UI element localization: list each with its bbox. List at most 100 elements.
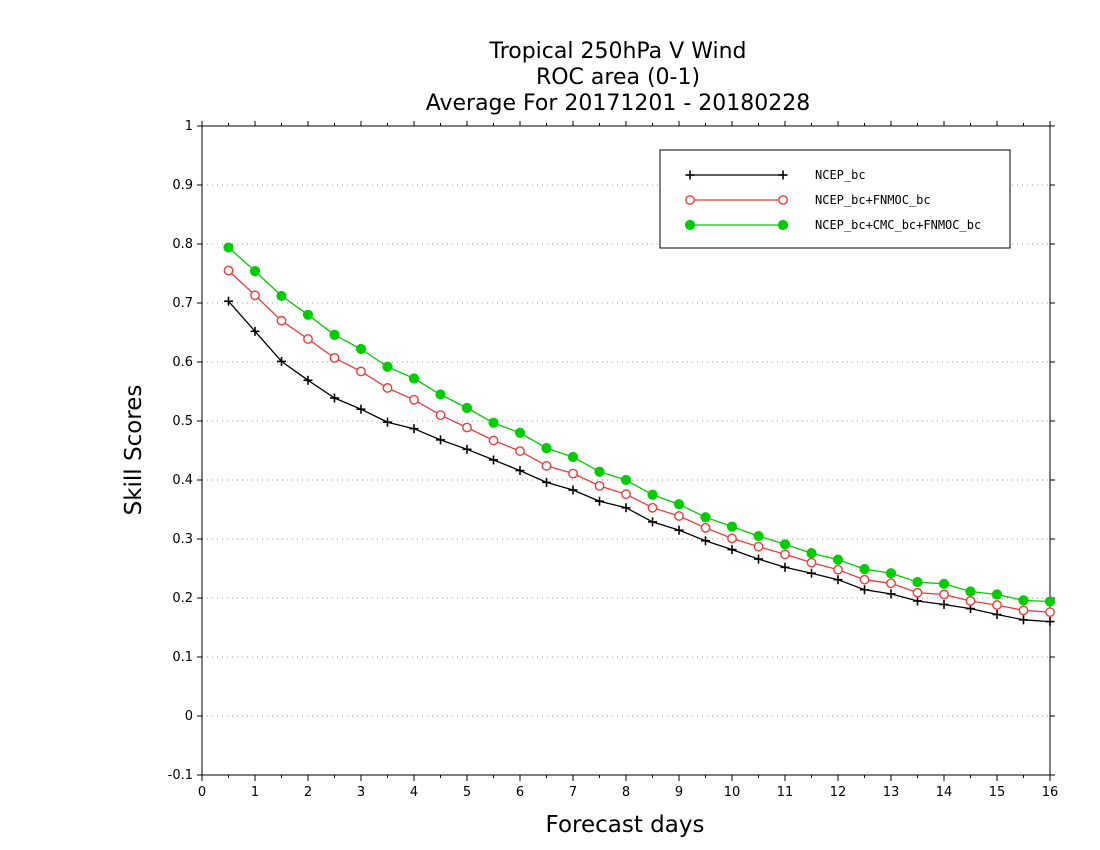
x-axis: 0 1 2 3 4 5 6 7 8 9 10 11 12 13 14 15 16	[198, 121, 1058, 800]
data-point	[488, 417, 499, 428]
data-point	[938, 578, 950, 589]
x-tick-label: 14	[936, 785, 953, 800]
y-tick-label: -0.1	[168, 768, 193, 783]
series-1	[223, 265, 1055, 618]
data-point	[833, 564, 843, 575]
data-point	[329, 352, 340, 363]
data-point	[250, 326, 260, 336]
chart-title: Tropical 250hPa V Wind ROC area (0-1) Av…	[426, 39, 811, 116]
data-point	[223, 265, 234, 276]
data-point	[700, 522, 711, 533]
data-point	[992, 610, 1002, 620]
data-point	[330, 393, 339, 403]
data-point	[885, 568, 897, 579]
data-point	[620, 474, 632, 486]
data-point	[832, 554, 844, 565]
x-tick-label: 10	[724, 785, 741, 800]
series-line	[228, 270, 1051, 613]
data-point	[913, 596, 922, 606]
data-point	[726, 521, 738, 532]
data-point	[276, 315, 287, 326]
data-point	[382, 383, 393, 393]
x-tick-label: 7	[569, 785, 577, 800]
data-point	[1019, 615, 1028, 625]
y-axis-label: Skill Scores	[121, 385, 147, 516]
x-tick-label: 6	[516, 785, 524, 800]
data-point	[515, 466, 525, 476]
legend-entry-0: NCEP_bc	[685, 168, 866, 182]
data-point	[939, 589, 949, 600]
legend-entry-2: NCEP_bc+CMC_bc+FNMOC_bc	[684, 218, 981, 232]
legend-marker-left	[684, 219, 696, 231]
data-point	[409, 394, 419, 405]
data-point	[461, 402, 473, 414]
data-point	[250, 290, 260, 301]
x-tick-label: 13	[883, 785, 900, 800]
x-tick-label: 11	[777, 785, 794, 800]
series-line	[228, 300, 1051, 623]
series-line	[228, 247, 1051, 603]
legend-entry-1: NCEP_bc+FNMOC_bc	[685, 193, 931, 207]
data-point	[1018, 595, 1029, 606]
data-point	[886, 589, 896, 599]
y-tick-label: 0.4	[172, 473, 193, 488]
data-point	[514, 427, 526, 438]
x-tick-label: 12	[830, 785, 847, 800]
legend-label: NCEP_bc+CMC_bc+FNMOC_bc	[815, 218, 981, 232]
data-point	[568, 468, 578, 479]
data-point	[1018, 605, 1029, 616]
data-point	[806, 548, 817, 559]
data-point	[674, 511, 684, 521]
x-tick-label: 5	[463, 785, 471, 800]
series-0	[224, 296, 1055, 627]
data-point	[356, 366, 366, 377]
data-point	[435, 389, 446, 400]
title-line-3: Average For 20171201 - 20180228	[426, 91, 811, 116]
data-point	[939, 599, 949, 609]
y-tick-label: 0.1	[172, 650, 193, 665]
data-point	[409, 424, 419, 434]
data-point	[541, 460, 552, 471]
legend-label: NCEP_bc+FNMOC_bc	[815, 193, 931, 207]
data-point	[356, 404, 366, 414]
x-tick-label: 0	[198, 785, 206, 800]
data-point	[436, 435, 445, 445]
data-point	[833, 575, 843, 585]
data-point	[621, 503, 631, 513]
data-point	[382, 361, 393, 372]
data-point	[515, 446, 525, 456]
x-tick-label: 2	[304, 785, 312, 800]
y-tick-label: 0.3	[172, 532, 193, 547]
data-point	[965, 586, 976, 597]
data-point	[991, 589, 1003, 600]
data-point	[912, 587, 923, 598]
data-point	[302, 309, 314, 320]
title-line-1: Tropical 250hPa V Wind	[488, 39, 746, 64]
data-point	[567, 451, 579, 463]
data-point	[276, 290, 287, 302]
data-point	[277, 356, 286, 366]
data-point	[329, 329, 340, 340]
legend-label: NCEP_bc	[815, 168, 866, 182]
legend-marker-right	[777, 219, 789, 231]
data-point	[992, 600, 1002, 610]
data-point	[780, 549, 790, 560]
y-tick-label: 1	[185, 119, 193, 134]
data-point	[595, 496, 604, 506]
data-point	[489, 455, 498, 465]
legend-marker-left	[685, 195, 695, 205]
x-tick-label: 1	[251, 785, 259, 800]
x-tick-label: 15	[989, 785, 1006, 800]
legend-marker-right	[778, 170, 788, 180]
data-point	[648, 517, 657, 527]
data-point	[462, 444, 472, 454]
y-tick-label: 0.2	[172, 591, 193, 606]
data-point	[727, 545, 737, 555]
y-tick-label: 0	[185, 709, 193, 724]
data-point	[860, 585, 869, 595]
data-point	[754, 554, 763, 564]
data-point	[303, 375, 313, 385]
legend-marker-right	[778, 195, 788, 205]
y-tick-label: 0.5	[172, 414, 193, 429]
